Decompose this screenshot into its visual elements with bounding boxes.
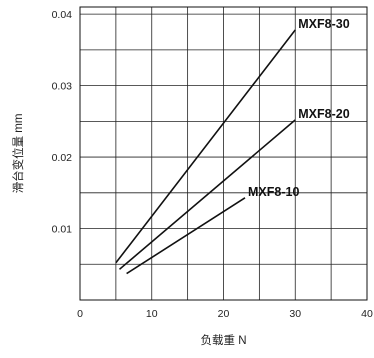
plot-frame (79, 6, 368, 301)
tick-labels: 0 10 20 30 40 0.01 0.02 0.03 0.04 (52, 9, 373, 320)
x-tick-label: 30 (289, 308, 301, 320)
series-labels: MXF8-30 MXF8-20 MXF8-10 (248, 17, 350, 199)
x-tick-label: 20 (218, 308, 230, 320)
x-tick-label: 40 (361, 308, 373, 320)
y-tick-label: 0.01 (52, 224, 73, 236)
series-line-mxf8-30 (115, 29, 296, 264)
x-tick-label: 0 (77, 308, 83, 320)
x-axis-title: 负载重 N (201, 333, 247, 347)
y-tick-label: 0.04 (52, 9, 73, 21)
series-label-mxf8-10: MXF8-10 (248, 185, 299, 199)
grid (80, 7, 367, 300)
x-tick-label: 10 (146, 308, 158, 320)
series-label-mxf8-20: MXF8-20 (298, 107, 349, 121)
y-tick-label: 0.02 (52, 152, 73, 164)
y-tick-label: 0.03 (52, 81, 73, 93)
series-label-mxf8-30: MXF8-30 (298, 17, 349, 31)
series-lines (115, 29, 296, 275)
y-axis-title: 滑台变位量 mm (11, 114, 25, 194)
series-line-mxf8-10 (126, 197, 246, 275)
series-line-mxf8-20 (118, 119, 296, 270)
